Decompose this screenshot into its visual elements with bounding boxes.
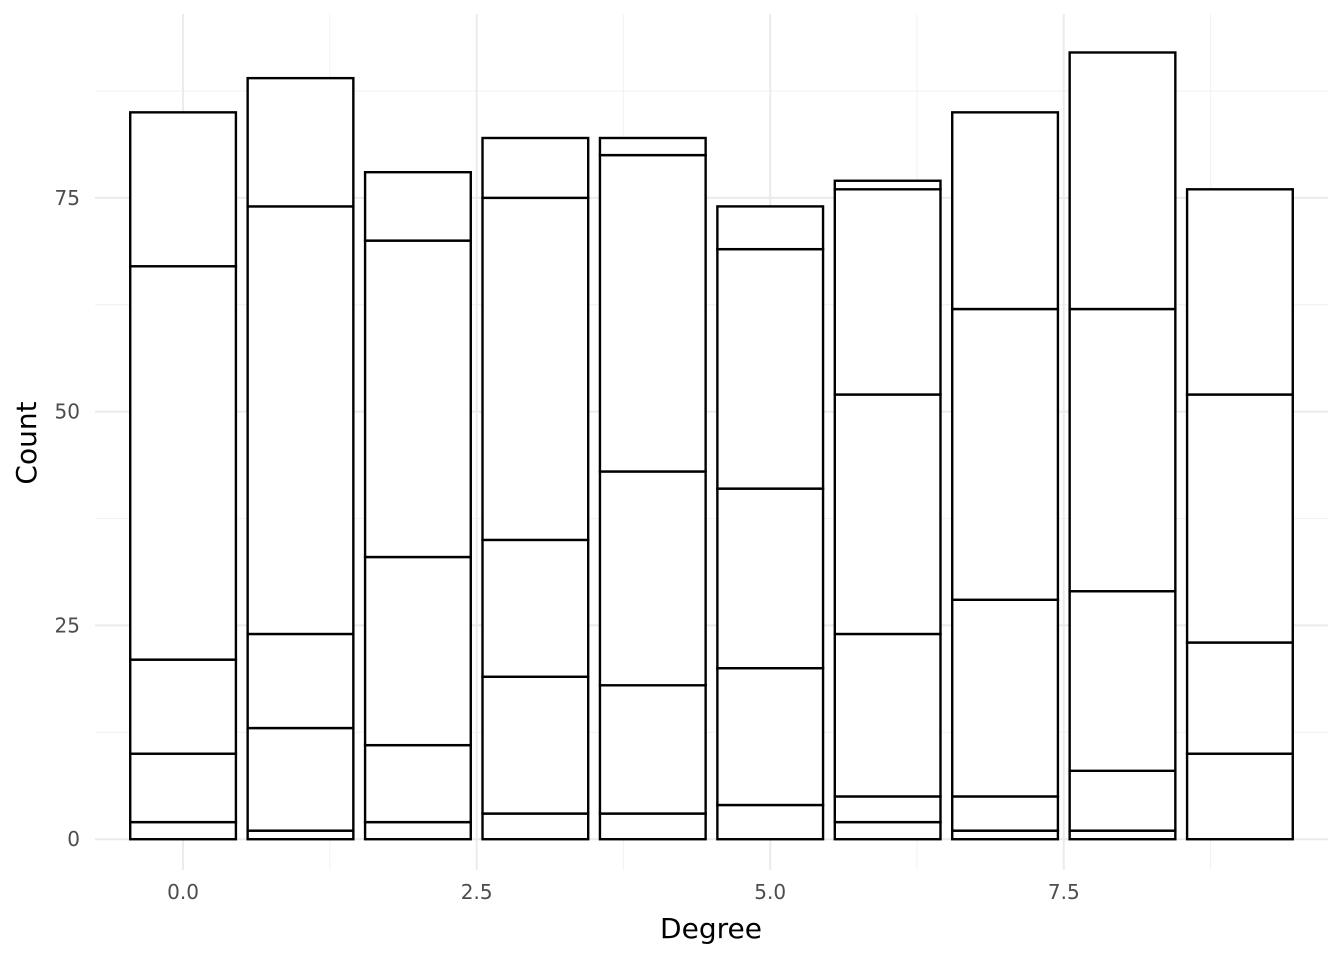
bar-segment-x7-2 — [951, 598, 1060, 798]
bar-segment-x6-5 — [833, 179, 942, 191]
bar-segment-x8-3 — [1068, 307, 1177, 593]
x-tick-label: 5.0 — [754, 880, 786, 904]
bar-segment-x3-3 — [481, 196, 590, 542]
bars — [129, 51, 1294, 841]
bar-segment-x0-0 — [129, 820, 238, 841]
bar-segment-x4-2 — [598, 470, 707, 687]
bar-segment-x5-2 — [716, 487, 825, 670]
bar-segment-x9-3 — [1185, 188, 1294, 396]
y-tick-label: 75 — [55, 186, 80, 210]
bar-segment-x7-4 — [951, 111, 1060, 311]
bar-segment-x9-1 — [1185, 641, 1294, 755]
bar-segment-x1-1 — [246, 726, 355, 832]
bar-segment-x6-4 — [833, 188, 942, 396]
bar-segment-x8-4 — [1068, 51, 1177, 311]
y-tick-label: 50 — [55, 400, 80, 424]
bar-segment-x3-0 — [481, 812, 590, 841]
y-tick-label: 0 — [67, 827, 80, 851]
bar-segment-x9-2 — [1185, 393, 1294, 644]
bar-segment-x5-4 — [716, 205, 825, 251]
bar-segment-x0-4 — [129, 111, 238, 268]
bar-segment-x7-1 — [951, 795, 1060, 832]
y-axis-ticks: 0 25 50 75 — [55, 186, 80, 851]
bar-segment-x4-1 — [598, 684, 707, 815]
bar-segment-x5-3 — [716, 247, 825, 490]
bar-segment-x2-2 — [363, 555, 472, 747]
bar-segment-x1-0 — [246, 829, 355, 841]
bar-segment-x9-0 — [1185, 752, 1294, 841]
x-tick-label: 2.5 — [461, 880, 493, 904]
x-tick-label: 0.0 — [167, 880, 199, 904]
y-tick-label: 25 — [55, 613, 80, 637]
bar-segment-x6-1 — [833, 795, 942, 824]
bar-segment-x6-2 — [833, 632, 942, 798]
bar-segment-x6-0 — [833, 820, 942, 841]
bar-segment-x3-2 — [481, 538, 590, 678]
bar-segment-x3-1 — [481, 675, 590, 815]
bar-segment-x1-4 — [246, 76, 355, 208]
x-axis-title: Degree — [660, 912, 762, 945]
bar-segment-x0-1 — [129, 752, 238, 824]
bar-segment-x4-4 — [598, 136, 707, 157]
bar-segment-x1-2 — [246, 632, 355, 730]
x-tick-label: 7.5 — [1048, 880, 1080, 904]
x-axis-ticks: 0.0 2.5 5.0 7.5 — [167, 880, 1080, 904]
bar-segment-x2-3 — [363, 239, 472, 559]
bar-segment-x7-0 — [951, 829, 1060, 841]
bar-segment-x5-0 — [716, 803, 825, 841]
bar-segment-x2-4 — [363, 171, 472, 242]
bar-segment-x0-2 — [129, 658, 238, 755]
bar-segment-x2-1 — [363, 743, 472, 824]
bar-segment-x7-3 — [951, 307, 1060, 601]
bar-segment-x3-4 — [481, 136, 590, 200]
bar-segment-x8-1 — [1068, 769, 1177, 832]
bar-segment-x4-0 — [598, 812, 707, 841]
bar-segment-x6-3 — [833, 393, 942, 636]
bar-segment-x2-0 — [363, 820, 472, 841]
bar-segment-x0-3 — [129, 265, 238, 661]
y-axis-title: Count — [10, 401, 43, 484]
bar-segment-x5-1 — [716, 666, 825, 807]
bar-segment-x4-3 — [598, 153, 707, 473]
bar-segment-x8-0 — [1068, 829, 1177, 841]
bar-segment-x8-2 — [1068, 590, 1177, 773]
bar-segment-x1-3 — [246, 205, 355, 636]
